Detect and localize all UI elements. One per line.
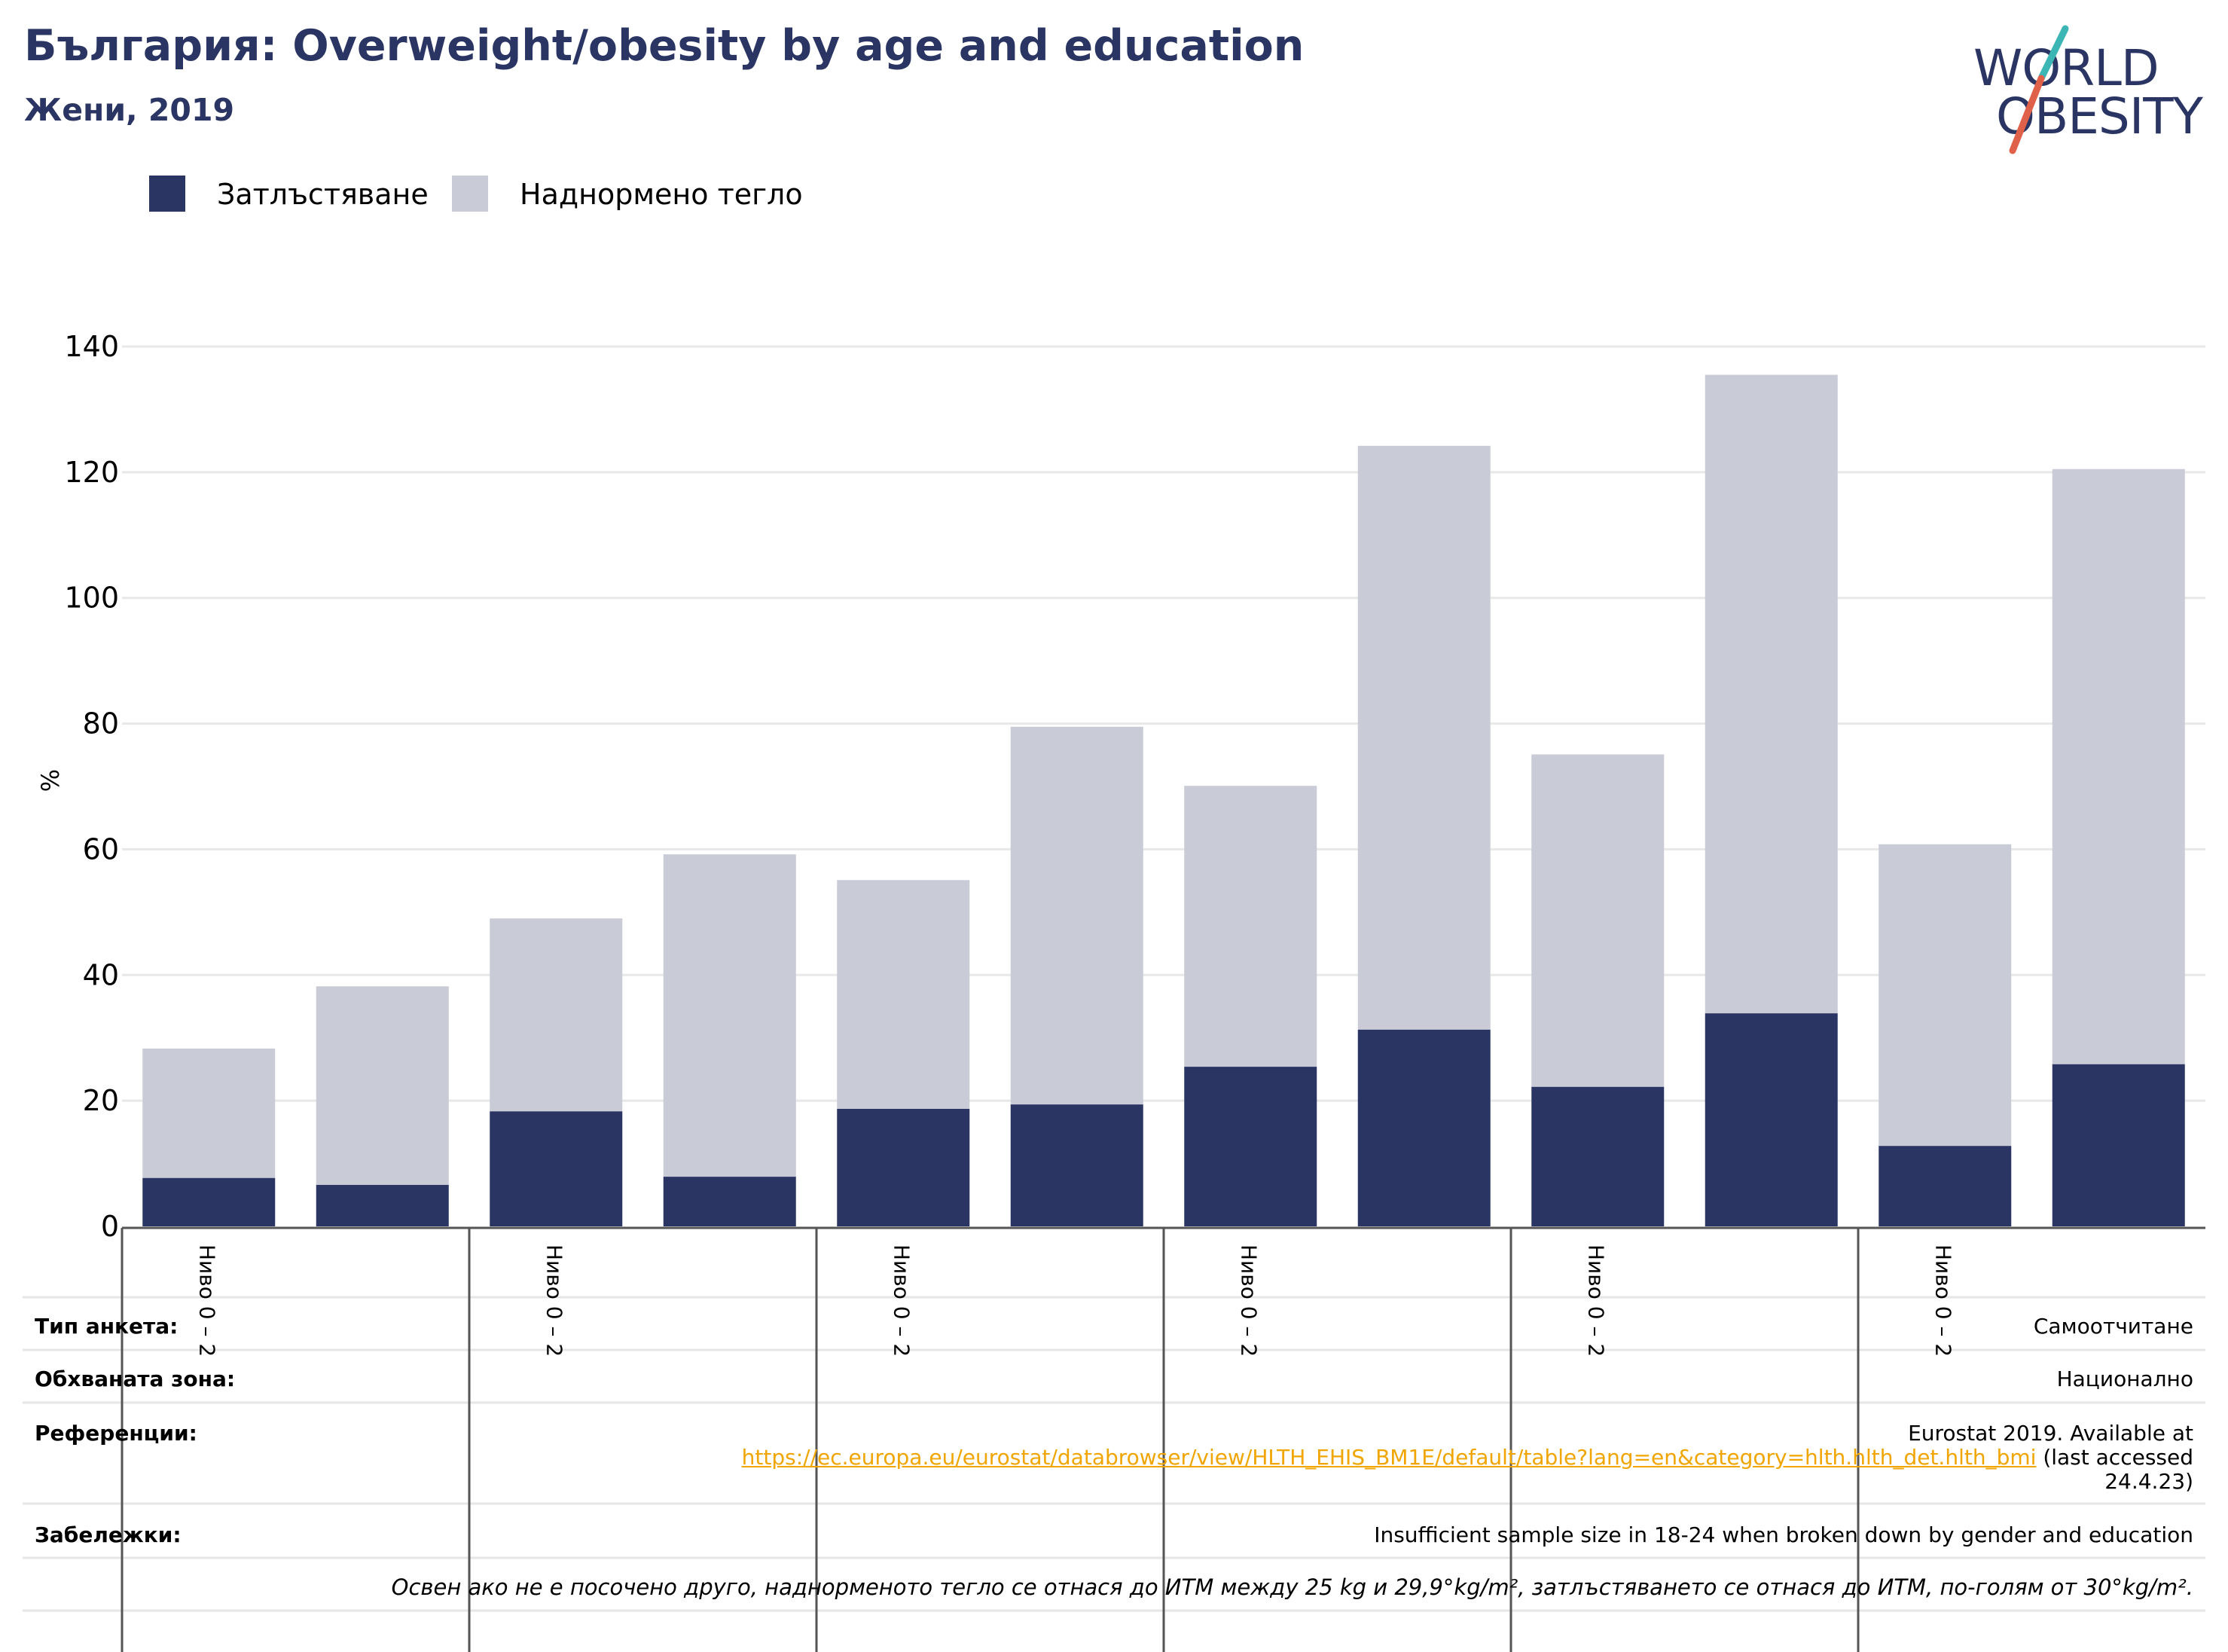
page-subtitle: Жени, 2019 — [24, 92, 235, 128]
y-tick-label: 20 — [83, 1084, 119, 1117]
notes-value: Insufficient sample size in 18-24 when b… — [1374, 1522, 2193, 1547]
world-obesity-logo: WORLD OBESITY — [1966, 23, 2207, 158]
bar-overweight — [1184, 786, 1317, 1067]
bar-overweight — [663, 854, 796, 1177]
references-line-1: Eurostat 2019. Available at — [1908, 1421, 2193, 1446]
coverage-value: Национално — [2056, 1366, 2193, 1391]
notes-label: Забележки: — [35, 1522, 182, 1547]
legend-swatch-obesity — [149, 176, 185, 212]
bar-overweight — [1531, 754, 1665, 1087]
survey-type-value: Самоотчитане — [2033, 1314, 2193, 1339]
x-category-label: Ниво 0 – 2 — [1236, 1244, 1261, 1357]
x-category-label: Ниво 0 – 2 — [1583, 1244, 1608, 1357]
y-tick-label: 100 — [64, 582, 119, 615]
bar-overweight — [1357, 445, 1491, 1030]
y-tick-label: 140 — [64, 330, 119, 363]
x-category-label: Ниво 0 – 2 — [194, 1244, 219, 1357]
bar-obesity — [1357, 1029, 1491, 1226]
x-category-label: Ниво 0 – 2 — [542, 1244, 566, 1357]
references-line-2: https://ec.europa.eu/eurostat/databrowse… — [742, 1445, 2193, 1470]
coverage-label: Обхваната зона: — [35, 1366, 236, 1391]
bar-obesity — [837, 1108, 970, 1226]
bar-obesity — [316, 1184, 449, 1226]
logo-line-1: WORLD — [1973, 39, 2159, 97]
bar-obesity — [663, 1177, 796, 1226]
references-link[interactable]: https://ec.europa.eu/eurostat/databrowse… — [741, 1445, 2037, 1470]
bar-overweight — [1705, 374, 1838, 1014]
y-tick-label: 0 — [101, 1210, 119, 1243]
legend-label-overweight: Наднормено тегло — [520, 178, 803, 211]
legend-swatch-overweight — [452, 176, 488, 212]
references-after-link: (last accessed — [2043, 1445, 2193, 1470]
bar-obesity — [1879, 1146, 2012, 1226]
logo-slash-icon — [2009, 25, 2069, 154]
definition-note: Освен ако не е посочено друго, наднормен… — [391, 1574, 2193, 1600]
bar-overweight — [490, 918, 623, 1112]
page-title: България: Overweight/obesity by age and … — [24, 21, 1305, 71]
survey-type-label: Тип анкета: — [35, 1314, 179, 1339]
bar-obesity — [1705, 1013, 1838, 1226]
bar-obesity — [2052, 1064, 2185, 1226]
bar-overweight — [1010, 726, 1143, 1105]
bar-obesity — [142, 1177, 276, 1226]
bar-obesity — [1010, 1104, 1143, 1226]
x-category-label: Ниво 0 – 2 — [1930, 1244, 1955, 1357]
bar-obesity — [490, 1111, 623, 1226]
references-label: Референции: — [35, 1421, 197, 1446]
bar-overweight — [837, 880, 970, 1109]
y-tick-label: 80 — [83, 707, 119, 740]
y-axis-label: % — [36, 769, 65, 792]
y-tick-label: 120 — [64, 456, 119, 489]
y-tick-label: 40 — [83, 958, 119, 991]
y-tick-label: 60 — [83, 832, 119, 866]
bar-overweight — [2052, 469, 2185, 1064]
references-line-3: 24.4.23) — [2104, 1469, 2193, 1494]
bar-overweight — [316, 986, 449, 1185]
bar-obesity — [1184, 1067, 1317, 1226]
x-category-label: Ниво 0 – 2 — [889, 1244, 914, 1357]
bar-overweight — [142, 1048, 276, 1178]
legend-label-obesity: Затлъстяване — [217, 178, 429, 211]
bar-overweight — [1879, 844, 2012, 1147]
bar-obesity — [1531, 1086, 1665, 1226]
